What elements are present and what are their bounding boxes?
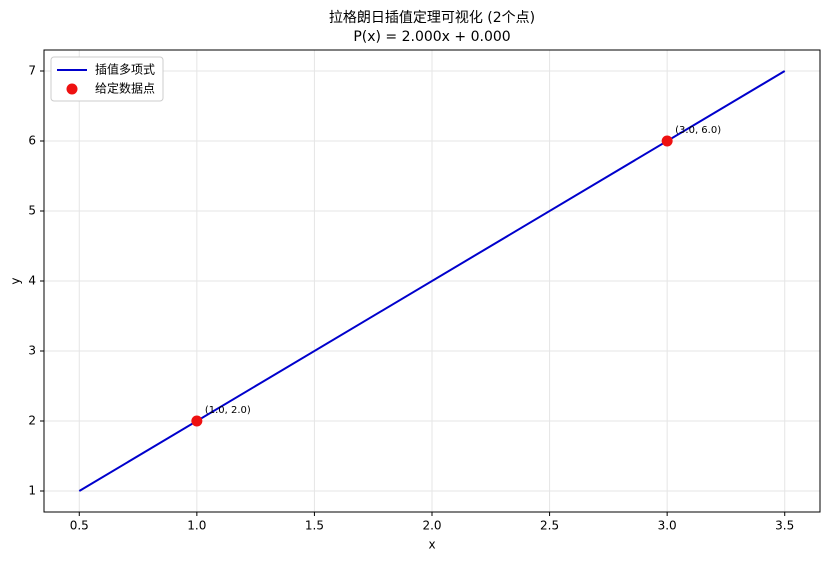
x-tick-label: 3.5 — [775, 519, 794, 533]
x-tick-label: 2.5 — [540, 519, 559, 533]
x-tick-label: 3.0 — [658, 519, 677, 533]
y-tick-label: 2 — [28, 414, 36, 428]
y-tick-label: 6 — [28, 134, 36, 148]
x-tick-label: 1.0 — [187, 519, 206, 533]
chart-subtitle: P(x) = 2.000x + 0.000 — [353, 29, 510, 45]
legend-label: 插值多项式 — [95, 62, 155, 77]
plot-frame — [43, 49, 821, 513]
y-tick-label: 5 — [28, 204, 36, 218]
y-axis-label: y — [9, 277, 23, 284]
x-tick-label: 0.5 — [70, 519, 89, 533]
point-label: (1.0, 2.0) — [205, 405, 251, 416]
x-axis-label: x — [428, 538, 435, 552]
y-tick-label: 3 — [28, 344, 36, 358]
chart-title: 拉格朗日插值定理可视化 (2个点) — [329, 10, 535, 26]
x-tick-label: 1.5 — [305, 519, 324, 533]
data-point — [661, 135, 673, 147]
legend-swatch — [66, 83, 78, 95]
legend-box — [50, 56, 164, 102]
y-tick-label: 1 — [28, 484, 36, 498]
data-point — [191, 415, 203, 427]
y-tick-label: 4 — [28, 274, 36, 288]
y-tick-label: 7 — [28, 64, 36, 78]
legend-label: 给定数据点 — [95, 81, 155, 96]
point-label: (3.0, 6.0) — [675, 125, 721, 136]
x-tick-label: 2.0 — [422, 519, 441, 533]
